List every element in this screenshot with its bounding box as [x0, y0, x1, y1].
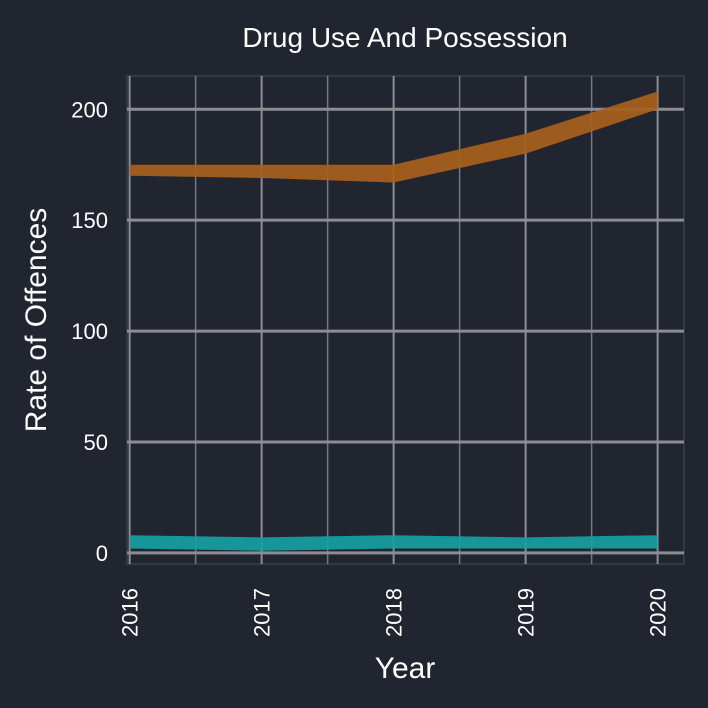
y-tick-label: 0 — [96, 541, 108, 566]
x-tick-label: 2016 — [118, 588, 143, 637]
x-axis: 2016 2017 2018 2019 2020 — [118, 588, 671, 637]
x-tick-label: 2020 — [646, 588, 671, 637]
x-axis-label: Year — [375, 652, 436, 685]
series-layer — [129, 91, 658, 551]
y-tick-label: 150 — [71, 208, 108, 233]
plot-panel — [126, 75, 685, 565]
series-band-2 — [129, 535, 658, 551]
x-tick-label: 2017 — [250, 588, 275, 637]
chart-title: Drug Use And Possession — [242, 22, 567, 53]
y-tick-label: 100 — [71, 319, 108, 344]
y-axis: 0 50 100 150 200 — [71, 97, 108, 566]
y-tick-label: 200 — [71, 97, 108, 122]
series-band-1 — [129, 91, 658, 183]
grid-layer — [127, 76, 684, 564]
x-tick-label: 2019 — [514, 588, 539, 637]
y-tick-label: 50 — [84, 430, 108, 455]
y-axis-label: Rate of Offences — [20, 208, 53, 433]
x-tick-label: 2018 — [382, 588, 407, 637]
